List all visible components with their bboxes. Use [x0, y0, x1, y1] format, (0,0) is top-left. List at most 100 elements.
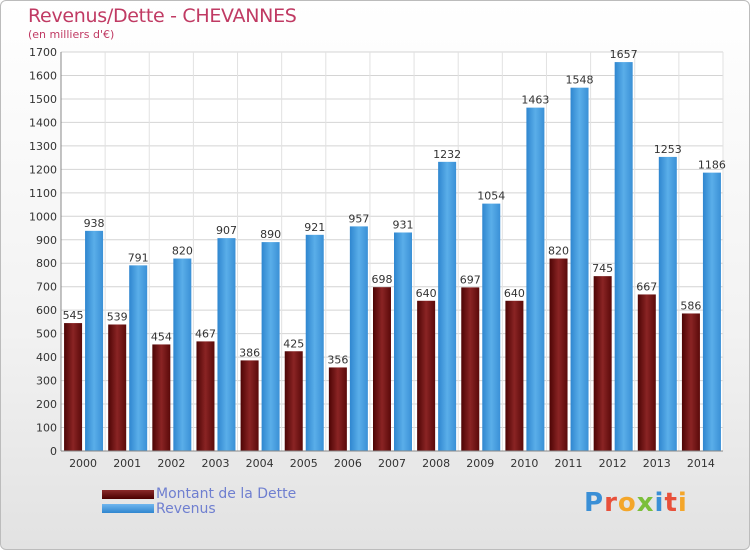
- y-tick-label: 1600: [29, 69, 57, 82]
- value-label-revenus: 1232: [433, 148, 461, 161]
- logo-letter: P: [584, 488, 605, 518]
- value-label-dette: 539: [107, 310, 128, 323]
- bar-revenus: [482, 203, 501, 451]
- x-tick-label: 2000: [69, 457, 97, 470]
- value-label-revenus: 931: [393, 218, 414, 231]
- value-label-revenus: 1186: [698, 159, 726, 172]
- value-label-revenus: 1054: [477, 190, 505, 203]
- x-tick-label: 2003: [201, 457, 229, 470]
- value-label-revenus: 1253: [654, 143, 682, 156]
- x-tick-label: 2005: [290, 457, 318, 470]
- value-label-dette: 697: [460, 273, 481, 286]
- x-tick-label: 2007: [378, 457, 406, 470]
- value-label-dette: 640: [504, 287, 525, 300]
- bar-revenus: [349, 226, 368, 451]
- bar-revenus: [658, 156, 677, 452]
- value-label-dette: 745: [592, 262, 613, 275]
- bar-revenus: [526, 107, 545, 451]
- bar-dette: [152, 344, 171, 451]
- bar-revenus: [217, 238, 236, 451]
- value-label-revenus: 890: [260, 228, 281, 241]
- bar-revenus: [394, 232, 412, 451]
- value-label-revenus: 921: [304, 221, 325, 234]
- logo-letter: t: [664, 488, 678, 518]
- x-tick-label: 2011: [555, 457, 583, 470]
- value-label-revenus: 957: [348, 212, 369, 225]
- value-label-revenus: 1463: [521, 94, 549, 107]
- bar-dette: [196, 341, 215, 451]
- x-tick-label: 2012: [599, 457, 627, 470]
- x-tick-label: 2006: [334, 457, 362, 470]
- x-tick-label: 2014: [687, 457, 715, 470]
- x-tick-label: 2001: [113, 457, 141, 470]
- value-label-revenus: 791: [128, 251, 149, 264]
- logo-letter: x: [636, 488, 655, 518]
- legend-swatch-dette: [102, 490, 154, 499]
- logo-letter: i: [677, 488, 688, 518]
- value-label-dette: 356: [327, 353, 348, 366]
- value-label-revenus: 1548: [566, 74, 594, 87]
- bar-dette: [549, 258, 568, 451]
- bar-revenus: [261, 242, 280, 451]
- bar-revenus: [614, 62, 633, 452]
- bar-dette: [417, 300, 436, 451]
- chart-title: Revenus/Dette - CHEVANNES: [28, 5, 297, 27]
- value-label-dette: 545: [63, 309, 84, 322]
- value-label-dette: 586: [680, 299, 701, 312]
- bar-revenus: [173, 258, 192, 451]
- bar-revenus: [438, 161, 457, 451]
- logo-letter: o: [617, 488, 637, 518]
- bar-revenus: [85, 230, 104, 451]
- y-tick-label: 400: [36, 351, 57, 364]
- logo-letter: i: [654, 488, 665, 518]
- y-tick-label: 500: [36, 328, 57, 341]
- y-tick-label: 1500: [29, 93, 57, 106]
- bar-dette: [284, 351, 303, 451]
- x-tick-label: 2013: [643, 457, 671, 470]
- bar-dette: [108, 324, 127, 451]
- bar-dette: [505, 300, 524, 451]
- value-label-dette: 820: [548, 245, 569, 258]
- logo-letter: r: [604, 488, 618, 518]
- legend-label-dette: Montant de la Dette: [156, 486, 297, 502]
- value-label-revenus: 938: [84, 217, 105, 230]
- bar-dette: [328, 367, 347, 451]
- y-tick-label: 600: [36, 304, 57, 317]
- x-tick-label: 2010: [510, 457, 538, 470]
- x-tick-label: 2004: [246, 457, 274, 470]
- plot-area: [61, 52, 723, 451]
- legend-label-revenus: Revenus: [156, 501, 216, 517]
- y-tick-label: 700: [36, 281, 57, 294]
- bar-dette: [681, 313, 700, 451]
- value-label-revenus: 907: [216, 224, 237, 237]
- bar-revenus: [702, 172, 721, 451]
- value-label-dette: 698: [372, 273, 393, 286]
- y-tick-label: 1300: [29, 140, 57, 153]
- value-label-dette: 425: [283, 337, 304, 350]
- y-tick-label: 300: [36, 375, 57, 388]
- bar-dette: [240, 360, 259, 451]
- y-tick-label: 1200: [29, 163, 57, 176]
- value-label-dette: 386: [239, 346, 260, 359]
- y-tick-label: 900: [36, 234, 57, 247]
- bar-revenus: [305, 234, 324, 451]
- bar-dette: [64, 323, 83, 451]
- chart-subtitle: (en milliers d'€): [28, 28, 115, 41]
- y-tick-label: 1700: [29, 46, 57, 59]
- proxiti-logo: Proxiti: [584, 488, 688, 518]
- value-label-revenus: 820: [172, 245, 193, 258]
- legend-swatch-revenus: [102, 504, 154, 513]
- value-label-dette: 640: [416, 287, 437, 300]
- y-tick-label: 100: [36, 422, 57, 435]
- bar-dette: [593, 276, 612, 451]
- value-label-dette: 467: [195, 327, 216, 340]
- y-tick-label: 200: [36, 398, 57, 411]
- value-label-dette: 667: [636, 280, 657, 293]
- y-tick-label: 800: [36, 257, 57, 270]
- bar-dette: [373, 287, 391, 451]
- bar-dette: [461, 287, 480, 451]
- bar-dette: [637, 294, 656, 451]
- x-tick-label: 2002: [157, 457, 185, 470]
